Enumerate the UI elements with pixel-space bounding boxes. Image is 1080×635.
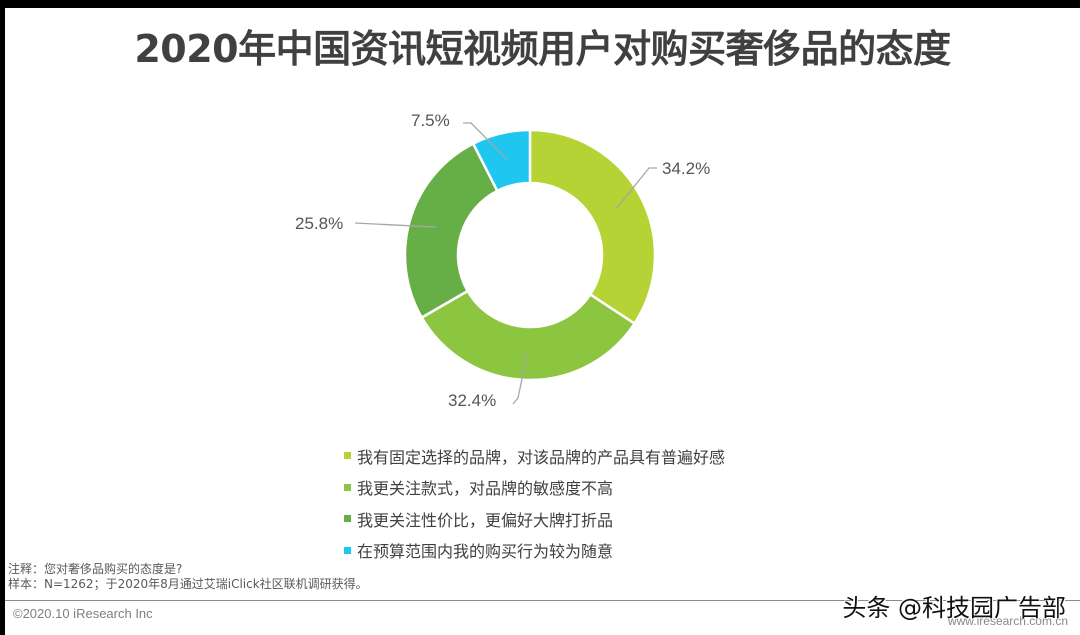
legend-swatch-icon (344, 515, 351, 523)
legend-swatch-icon (344, 452, 351, 460)
leader-line (463, 122, 508, 160)
donut-segment (471, 128, 532, 193)
chart-legend: 我有固定选择的品牌，对该品牌的产品具有普遍好感 我更关注款式，对品牌的敏感度不高… (344, 440, 725, 566)
legend-label: 我更关注性价比，更偏好大牌打折品 (357, 510, 614, 530)
data-label-32-4: 32.4% (448, 391, 497, 410)
site-url: www.iresearch.com.cn (947, 614, 1068, 628)
legend-label: 我有固定选择的品牌，对该品牌的产品具有普遍好感 (357, 447, 726, 467)
leader-line (512, 353, 528, 405)
leader-line (354, 222, 436, 228)
legend-item: 我更关注款式，对品牌的敏感度不高 (344, 472, 725, 504)
donut-segment (403, 141, 499, 320)
note-text: 注释：您对奢侈品购买的态度是? (8, 562, 183, 576)
donut-chart (354, 122, 657, 405)
legend-label: 在预算范围内我的购买行为较为随意 (357, 542, 614, 562)
data-label-7-5: 7.5% (411, 111, 450, 130)
donut-segment (420, 289, 637, 382)
legend-item: 在预算范围内我的购买行为较为随意 (344, 535, 725, 567)
legend-item: 我有固定选择的品牌，对该品牌的产品具有普遍好感 (344, 440, 725, 472)
data-label-25-8: 25.8% (295, 214, 344, 233)
sample-text: 样本：N=1262；于2020年8月通过艾瑞iClick社区联机调研获得。 (8, 577, 368, 591)
chart-notes: 注释：您对奢侈品购买的态度是? 样本：N=1262；于2020年8月通过艾瑞iC… (8, 562, 368, 592)
footer-divider (5, 600, 1080, 601)
legend-swatch-icon (344, 483, 351, 491)
copyright: ©2020.10 iResearch Inc (13, 606, 153, 621)
data-label-34-2: 34.2% (662, 159, 711, 178)
legend-item: 我更关注性价比，更偏好大牌打折品 (344, 503, 725, 535)
leader-line (616, 167, 657, 209)
slide: 2020年中国资讯短视频用户对购买奢侈品的态度 34.2% 32.4% 25.8… (5, 8, 1080, 635)
chart-title: 2020年中国资讯短视频用户对购买奢侈品的态度 (134, 27, 951, 71)
legend-swatch-icon (344, 546, 351, 554)
donut-segment (528, 128, 657, 326)
watermark: 头条 @科技园广告部 (842, 594, 1066, 622)
legend-label: 我更关注款式，对品牌的敏感度不高 (357, 479, 614, 499)
